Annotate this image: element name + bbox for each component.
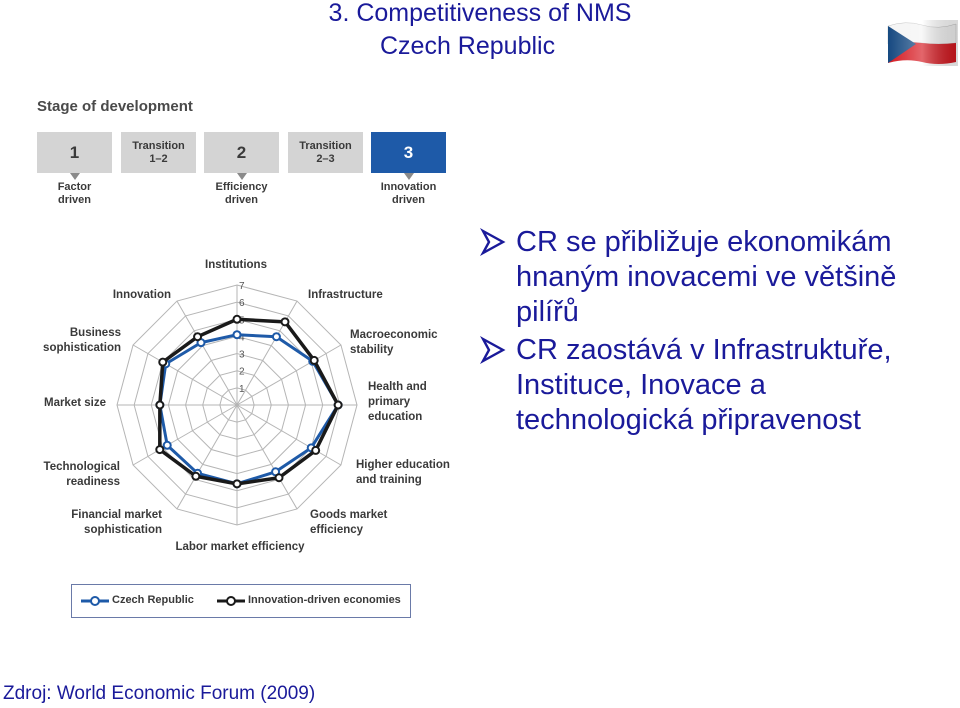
radar-point [158, 357, 168, 367]
radar-chart: 1234567InstitutionsInfrastructureMacroec… [43, 259, 450, 553]
legend-label-innovation-driven: Innovation-driven economies [248, 594, 401, 606]
radar-point [155, 400, 165, 410]
stage-box-transition-1-2: Transition 1–2 [121, 132, 196, 173]
radar-tick-label: 2 [239, 367, 245, 378]
radar-point [274, 473, 284, 483]
radar-spoke [132, 404, 238, 466]
slide-header: 3. Competitiveness of NMS [0, 0, 960, 26]
slide-title: 3. Competitiveness of NMS [328, 0, 632, 27]
chart-legend: Czech Republic Innovation-driven economi… [71, 584, 411, 618]
radar-axis-label: Health and primary education [368, 381, 427, 423]
radar-spoke [176, 404, 238, 510]
stage-box-2: 2 [204, 132, 279, 173]
stage-label-factor-driven: Factor driven [57, 181, 92, 206]
bullet-item: CR se přibližuje ekonomikám hnaným inova… [478, 225, 948, 330]
radar-spoke [236, 344, 342, 406]
stage-box-label: Transition 1–2 [132, 139, 185, 165]
radar-point [280, 317, 290, 327]
stage-box-3: 3 [371, 132, 446, 173]
radar-point [162, 440, 172, 450]
radar-point [232, 330, 242, 340]
radar-point [309, 355, 319, 365]
radar-axis-label: Innovation [113, 289, 171, 301]
radar-tick-label: 7 [239, 281, 245, 292]
radar-axis-label: Business sophistication [43, 327, 121, 354]
czech-flag-icon [886, 20, 958, 66]
radar-axis-label: Market size [44, 397, 106, 409]
radar-point [333, 400, 343, 410]
slide-subtitle: Czech Republic [380, 32, 556, 60]
stage-arrow-icon [237, 173, 247, 180]
stage-label-innovation-driven: Innovation driven [380, 181, 437, 206]
radar-axis-label: Infrastructure [308, 289, 383, 301]
radar-spoke [236, 404, 298, 510]
radar-tick-label: 3 [239, 350, 245, 361]
legend-label-czech-republic: Czech Republic [112, 594, 194, 606]
radar-axis-label: Institutions [205, 259, 267, 271]
stage-box-label: 1 [69, 142, 80, 162]
bullet-item: CR zaostává v Infrastruktuře, Instituce,… [478, 333, 948, 438]
radar-axis-label: Financial market sophistication [71, 509, 162, 536]
radar-axis-label: Higher education and training [356, 459, 450, 486]
bullet-list: CR se přibližuje ekonomikám hnaným inova… [478, 225, 948, 441]
stage-box-transition-2-3: Transition 2–3 [288, 132, 363, 173]
stage-label-efficiency-driven: Efficiency driven [215, 181, 268, 206]
radar-axis-label: Technological readiness [44, 461, 120, 488]
radar-point [232, 314, 242, 324]
radar-axis-label: Labor market efficiency [175, 541, 305, 553]
bullet-text: CR se přibližuje ekonomikám hnaným inova… [516, 226, 897, 328]
radar-tick-label: 1 [239, 384, 245, 395]
bullet-text: CR zaostává v Infrastruktuře, Instituce,… [516, 334, 892, 436]
radar-point [232, 479, 242, 489]
arrow-bullet-icon [480, 228, 506, 256]
radar-point [271, 332, 281, 342]
radar-point [193, 332, 203, 342]
stage-arrow-icon [70, 173, 80, 180]
stage-box-1: 1 [37, 132, 112, 173]
radar-axis-label: Macroeconomic stability [350, 329, 438, 356]
radar-spoke [236, 404, 342, 466]
radar-spoke [176, 300, 238, 406]
radar-point [311, 445, 321, 455]
radar-tick-label: 6 [239, 298, 245, 309]
radar-tick-label: 4 [239, 332, 245, 343]
radar-axis-label: Goods market efficiency [310, 509, 387, 536]
stage-box-label: 2 [236, 142, 247, 162]
legend-swatch-czech-republic [81, 596, 109, 606]
radar-spoke [132, 344, 238, 406]
stage-box-label: Transition 2–3 [299, 139, 352, 165]
source-note: Zdroj: World Economic Forum (2009) [3, 683, 316, 704]
radar-point [191, 471, 201, 481]
stage-box-label: 3 [403, 142, 414, 162]
legend-swatch-innovation-driven [217, 596, 245, 606]
radar-point [155, 445, 165, 455]
arrow-bullet-icon [480, 336, 506, 364]
stage-title: Stage of development [37, 98, 193, 115]
stage-arrow-icon [404, 173, 414, 180]
